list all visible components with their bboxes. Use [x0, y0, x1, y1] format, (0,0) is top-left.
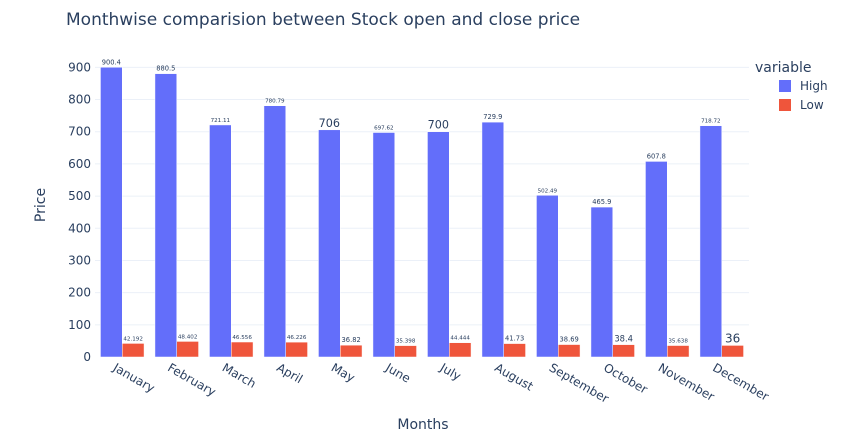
y-tick-label: 800: [68, 93, 91, 107]
data-label: 48.402: [178, 334, 198, 340]
data-label: 465.9: [592, 198, 611, 206]
data-label: 706: [319, 117, 340, 130]
bar-high-july[interactable]: [427, 131, 450, 358]
data-label: 36.82: [342, 336, 361, 344]
legend-swatch-high[interactable]: [779, 80, 791, 92]
bar-low-may[interactable]: [340, 344, 363, 358]
data-label: 35.398: [396, 339, 416, 345]
bar-low-june[interactable]: [394, 345, 417, 358]
bar-low-july[interactable]: [449, 342, 472, 358]
data-label: 36: [725, 331, 740, 345]
data-label: 721.11: [211, 118, 231, 124]
data-label: 46.226: [287, 335, 307, 341]
data-label: 607.8: [647, 152, 666, 160]
y-tick-label: 500: [68, 189, 91, 203]
data-label: 780.79: [265, 99, 285, 105]
data-label: 46.556: [232, 335, 252, 341]
bar-high-august[interactable]: [481, 121, 505, 358]
data-label: 44.444: [450, 336, 470, 342]
data-labels: 900.4 42.192 880.5 48.402 721.11 46.556 780.79…: [102, 58, 741, 345]
data-label: 42.192: [123, 336, 143, 342]
legend-label-low[interactable]: Low: [800, 98, 824, 112]
y-tick-label: 600: [68, 157, 91, 171]
bar-high-january[interactable]: [100, 67, 123, 358]
bar-low-september[interactable]: [558, 344, 581, 358]
bar-high-december[interactable]: [699, 125, 723, 358]
bar-high-may[interactable]: [318, 129, 341, 358]
x-tick-label: February: [165, 360, 218, 399]
bar-low-march[interactable]: [231, 341, 254, 358]
gridlines: [95, 66, 749, 326]
bar-high-april[interactable]: [263, 105, 287, 358]
x-tick-label: July: [437, 360, 464, 383]
y-tick-label: 400: [68, 221, 91, 235]
data-label: 38.4: [614, 334, 633, 344]
bar-high-september[interactable]: [536, 195, 559, 358]
bar-high-february[interactable]: [154, 73, 177, 358]
bars[interactable]: [100, 67, 744, 358]
x-tick-label: January: [110, 360, 157, 395]
x-axis-ticks: January February March April May June July Augu…: [110, 360, 771, 406]
x-tick-label: November: [656, 360, 717, 403]
data-label: 880.5: [156, 65, 175, 73]
bar-low-january[interactable]: [122, 343, 145, 358]
bar-high-march[interactable]: [209, 124, 232, 358]
chart-title: Monthwise comparision between Stock open…: [66, 10, 580, 30]
data-label: 502.49: [538, 188, 558, 194]
x-axis-title: Months: [397, 417, 448, 433]
y-tick-label: 300: [68, 253, 91, 267]
bar-low-october[interactable]: [612, 344, 635, 358]
bar-low-december[interactable]: [721, 345, 744, 358]
legend-title: variable: [755, 60, 811, 76]
x-tick-label: April: [274, 360, 305, 386]
data-label: 35.638: [668, 339, 688, 345]
x-tick-label: December: [710, 360, 771, 403]
x-tick-label: March: [220, 360, 259, 390]
bar-low-april[interactable]: [285, 341, 308, 358]
y-tick-label: 100: [68, 318, 91, 332]
bar-low-november[interactable]: [667, 345, 690, 358]
data-label: 38.69: [560, 336, 579, 344]
bar-high-june[interactable]: [372, 132, 396, 358]
y-tick-label: 0: [83, 350, 91, 364]
legend-label-high[interactable]: High: [800, 79, 828, 93]
x-tick-label: August: [492, 360, 536, 393]
y-axis-title: Price: [33, 188, 49, 222]
data-label: 41.73: [505, 335, 524, 343]
y-tick-label: 700: [68, 125, 91, 139]
x-tick-label: September: [547, 360, 611, 405]
y-tick-label: 900: [68, 60, 91, 74]
y-axis-ticks: 0 100 200 300 400 500 600 700 800 900: [68, 60, 91, 364]
bar-low-february[interactable]: [176, 341, 199, 358]
x-tick-label: May: [329, 360, 357, 385]
data-label: 900.4: [102, 58, 121, 66]
legend-swatch-low[interactable]: [779, 99, 791, 111]
data-label: 718.72: [701, 119, 721, 125]
y-tick-label: 200: [68, 286, 91, 300]
data-label: 729.9: [483, 113, 502, 121]
bar-low-august[interactable]: [503, 343, 526, 358]
data-label: 700: [428, 119, 449, 132]
bar-high-october[interactable]: [590, 206, 614, 358]
data-label: 697.62: [374, 126, 394, 132]
x-tick-label: June: [382, 360, 413, 386]
bar-high-november[interactable]: [645, 161, 668, 358]
legend[interactable]: variable High Low: [755, 60, 828, 112]
